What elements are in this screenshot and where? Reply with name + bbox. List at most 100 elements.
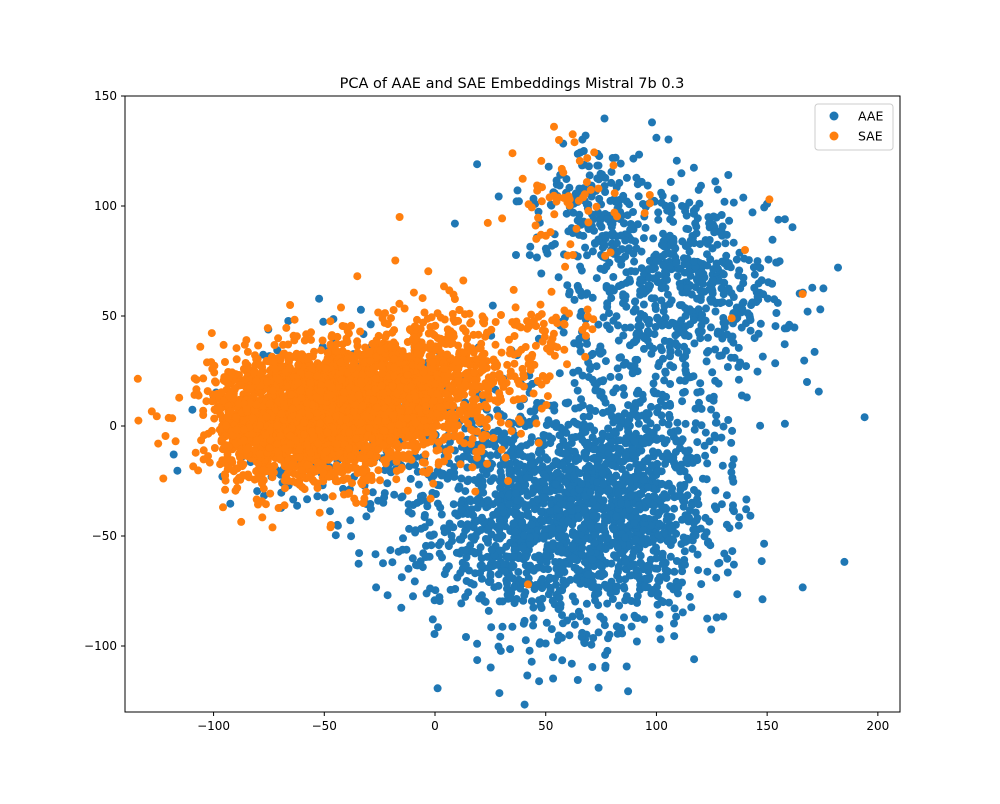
data-point xyxy=(677,169,686,178)
data-point xyxy=(594,320,603,329)
data-point xyxy=(566,575,575,584)
data-point xyxy=(574,512,583,521)
data-point xyxy=(503,579,511,588)
data-point xyxy=(518,518,527,526)
data-point xyxy=(683,491,692,500)
data-point xyxy=(701,428,710,437)
data-point xyxy=(632,571,641,580)
data-point xyxy=(596,264,605,273)
data-point xyxy=(721,318,730,327)
data-point xyxy=(808,283,817,292)
chart-title: PCA of AAE and SAE Embeddings Mistral 7b… xyxy=(340,76,685,92)
data-point xyxy=(565,631,574,640)
data-point xyxy=(631,297,639,306)
data-point xyxy=(582,617,591,626)
data-point xyxy=(502,542,511,551)
data-point xyxy=(712,613,721,622)
data-point xyxy=(486,663,495,672)
data-point xyxy=(727,438,736,447)
data-point xyxy=(479,488,488,497)
data-point xyxy=(374,466,383,475)
data-point xyxy=(517,511,526,520)
data-point xyxy=(270,341,279,349)
data-point xyxy=(471,531,480,540)
data-point xyxy=(621,596,630,605)
data-point xyxy=(326,507,334,516)
data-point xyxy=(577,395,586,404)
data-point xyxy=(678,515,686,524)
data-point xyxy=(619,384,628,393)
data-point xyxy=(559,328,568,337)
data-point xyxy=(632,637,641,646)
data-point xyxy=(670,567,679,576)
data-point xyxy=(495,546,504,555)
data-point xyxy=(498,597,507,606)
data-point xyxy=(451,509,460,518)
data-point xyxy=(660,336,669,345)
data-point xyxy=(574,566,583,575)
data-point xyxy=(721,346,730,355)
data-point xyxy=(657,284,666,293)
data-point xyxy=(693,438,702,447)
data-point xyxy=(753,257,762,266)
data-point xyxy=(635,501,643,510)
data-point xyxy=(640,513,649,522)
data-point xyxy=(648,118,656,127)
data-point xyxy=(639,300,648,309)
data-point xyxy=(681,560,689,569)
data-point xyxy=(663,290,672,299)
data-point xyxy=(719,612,728,621)
data-point xyxy=(520,591,529,600)
data-point xyxy=(659,598,668,607)
data-point xyxy=(175,393,184,402)
data-point xyxy=(591,386,600,395)
data-point xyxy=(459,452,468,461)
data-point xyxy=(565,287,574,296)
data-point xyxy=(600,570,609,579)
data-point xyxy=(476,543,485,552)
data-point xyxy=(701,316,710,325)
data-point xyxy=(703,333,712,342)
data-point xyxy=(701,451,710,460)
data-point xyxy=(631,267,640,276)
data-point xyxy=(552,423,561,431)
data-point xyxy=(589,512,598,520)
data-point xyxy=(729,238,738,247)
data-point xyxy=(588,293,597,302)
data-point xyxy=(634,465,642,474)
data-point xyxy=(697,580,706,589)
data-point xyxy=(724,416,733,424)
data-point xyxy=(594,161,603,170)
data-point xyxy=(523,508,532,517)
data-point xyxy=(601,650,610,659)
data-point xyxy=(404,564,413,573)
data-point xyxy=(597,436,606,444)
data-point xyxy=(610,551,618,560)
data-point xyxy=(742,495,751,504)
data-point xyxy=(629,548,638,557)
data-point xyxy=(734,375,743,384)
data-point xyxy=(666,401,675,410)
data-point xyxy=(724,284,733,293)
data-point xyxy=(586,488,595,497)
data-point xyxy=(620,390,629,399)
data-point xyxy=(719,270,728,279)
data-point xyxy=(621,533,629,542)
data-point xyxy=(533,563,542,572)
data-point xyxy=(710,502,719,511)
data-point xyxy=(674,426,682,435)
data-point xyxy=(680,547,689,556)
data-point xyxy=(670,504,679,513)
data-point xyxy=(702,357,711,366)
data-point xyxy=(476,568,485,577)
data-point xyxy=(712,418,721,427)
data-point xyxy=(450,472,459,481)
data-point xyxy=(652,543,660,552)
data-point xyxy=(637,264,646,273)
data-point xyxy=(819,284,828,293)
data-point xyxy=(742,362,751,371)
data-point xyxy=(203,387,212,396)
data-point xyxy=(712,411,721,420)
data-point xyxy=(328,492,337,501)
data-point xyxy=(433,684,442,693)
